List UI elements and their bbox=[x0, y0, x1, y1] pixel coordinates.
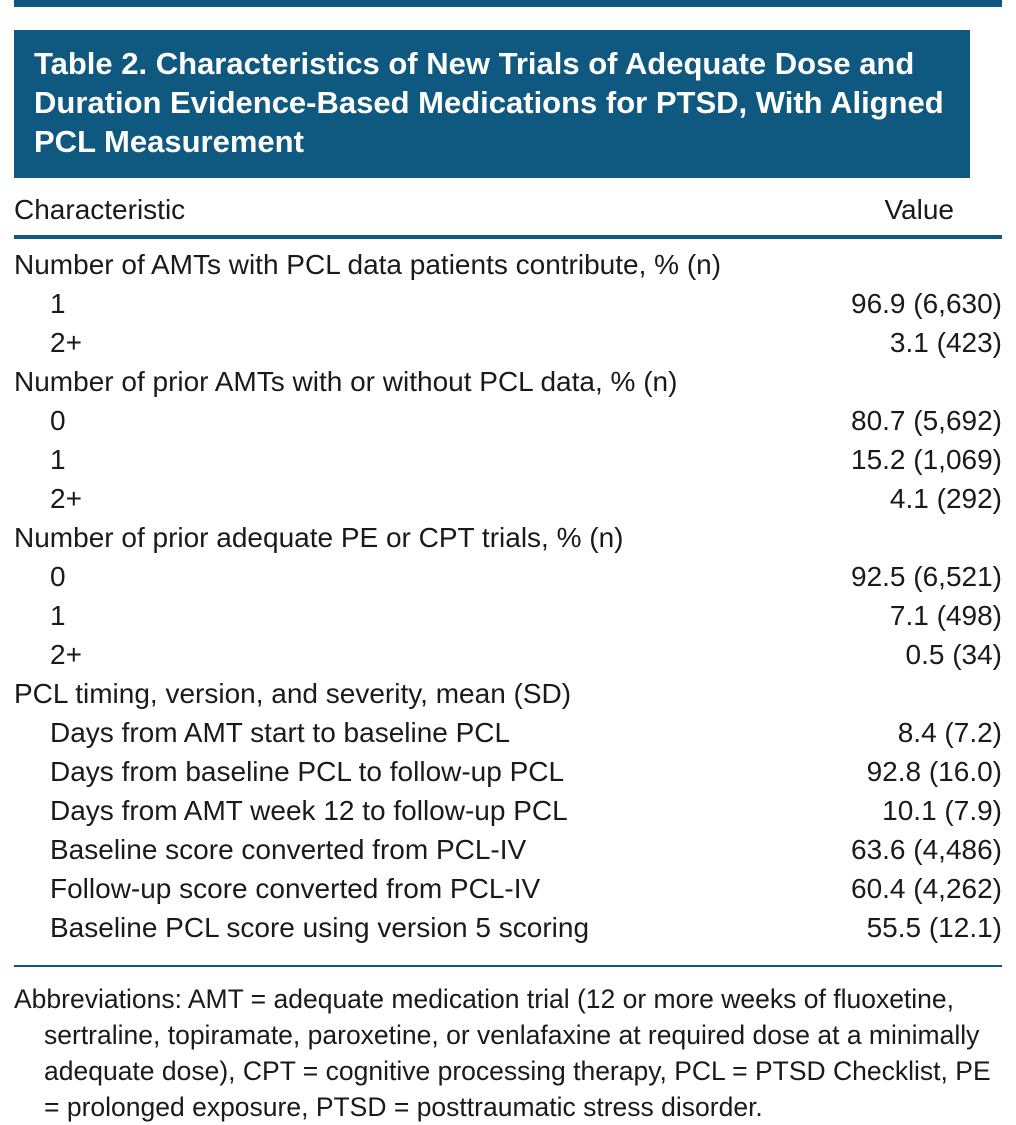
row-value: 92.8 (16.0) bbox=[866, 756, 1002, 788]
row-label: Days from AMT start to baseline PCL bbox=[50, 717, 511, 749]
row-label: 2+ bbox=[50, 327, 82, 359]
table-title-band: Table 2. Characteristics of New Trials o… bbox=[14, 30, 970, 179]
table-row: 1 15.2 (1,069) bbox=[14, 440, 1002, 479]
table-row: Days from AMT week 12 to follow-up PCL 1… bbox=[14, 791, 1002, 830]
row-label: 1 bbox=[50, 600, 66, 632]
table-row: Baseline PCL score using version 5 scori… bbox=[14, 908, 1002, 947]
column-header-characteristic: Characteristic bbox=[14, 194, 186, 226]
table-title: Table 2. Characteristics of New Trials o… bbox=[34, 46, 944, 159]
top-divider bbox=[14, 0, 1002, 7]
row-value: 80.7 (5,692) bbox=[851, 405, 1002, 437]
table-row: 0 92.5 (6,521) bbox=[14, 557, 1002, 596]
table-row-section: Number of prior AMTs with or without PCL… bbox=[14, 362, 1002, 401]
row-value: 60.4 (4,262) bbox=[851, 873, 1002, 905]
row-value: 7.1 (498) bbox=[889, 600, 1002, 632]
table-row: Baseline score converted from PCL-IV 63.… bbox=[14, 830, 1002, 869]
table-row-section: Number of prior adequate PE or CPT trial… bbox=[14, 518, 1002, 557]
table-row-section: PCL timing, version, and severity, mean … bbox=[14, 674, 1002, 713]
table-row: 1 7.1 (498) bbox=[14, 596, 1002, 635]
row-value: 92.5 (6,521) bbox=[851, 561, 1002, 593]
row-label: PCL timing, version, and severity, mean … bbox=[14, 678, 572, 710]
row-value: 4.1 (292) bbox=[889, 483, 1002, 515]
footnote-divider bbox=[14, 965, 1002, 968]
table-row: 1 96.9 (6,630) bbox=[14, 284, 1002, 323]
column-header-value: Value bbox=[884, 194, 954, 226]
row-value: 8.4 (7.2) bbox=[897, 717, 1002, 749]
row-value: 55.5 (12.1) bbox=[866, 912, 1002, 944]
table-footnote: Abbreviations: AMT = adequate medication… bbox=[14, 984, 991, 1123]
row-label: Baseline PCL score using version 5 scori… bbox=[50, 912, 590, 944]
table-row: Days from AMT start to baseline PCL 8.4 … bbox=[14, 713, 1002, 752]
table-row: 2+ 0.5 (34) bbox=[14, 635, 1002, 674]
row-label: Number of prior adequate PE or CPT trial… bbox=[14, 522, 624, 554]
row-label: 2+ bbox=[50, 483, 82, 515]
row-label: 0 bbox=[50, 405, 66, 437]
row-value: 96.9 (6,630) bbox=[851, 288, 1002, 320]
table-row: 2+ 3.1 (423) bbox=[14, 323, 1002, 362]
row-label: Number of prior AMTs with or without PCL… bbox=[14, 366, 678, 398]
row-label: 1 bbox=[50, 288, 66, 320]
row-value: 15.2 (1,069) bbox=[851, 444, 1002, 476]
table-row: Follow-up score converted from PCL-IV 60… bbox=[14, 869, 1002, 908]
table-body: Number of AMTs with PCL data patients co… bbox=[14, 239, 1002, 957]
row-label: 1 bbox=[50, 444, 66, 476]
header-divider bbox=[14, 235, 1002, 240]
row-value: 0.5 (34) bbox=[905, 639, 1003, 671]
row-label: Follow-up score converted from PCL-IV bbox=[50, 873, 541, 905]
row-value: 10.1 (7.9) bbox=[882, 795, 1002, 827]
table-row-section: Number of AMTs with PCL data patients co… bbox=[14, 245, 1002, 284]
row-value: 3.1 (423) bbox=[889, 327, 1002, 359]
row-label: 0 bbox=[50, 561, 66, 593]
row-label: Days from AMT week 12 to follow-up PCL bbox=[50, 795, 568, 827]
table-row: Days from baseline PCL to follow-up PCL … bbox=[14, 752, 1002, 791]
row-label: Baseline score converted from PCL-IV bbox=[50, 834, 527, 866]
row-label: 2+ bbox=[50, 639, 82, 671]
row-label: Days from baseline PCL to follow-up PCL bbox=[50, 756, 565, 788]
row-label: Number of AMTs with PCL data patients co… bbox=[14, 249, 722, 281]
table-row: 2+ 4.1 (292) bbox=[14, 479, 1002, 518]
row-value: 63.6 (4,486) bbox=[851, 834, 1002, 866]
column-header-row: Characteristic Value bbox=[14, 178, 1002, 235]
table-row: 0 80.7 (5,692) bbox=[14, 401, 1002, 440]
